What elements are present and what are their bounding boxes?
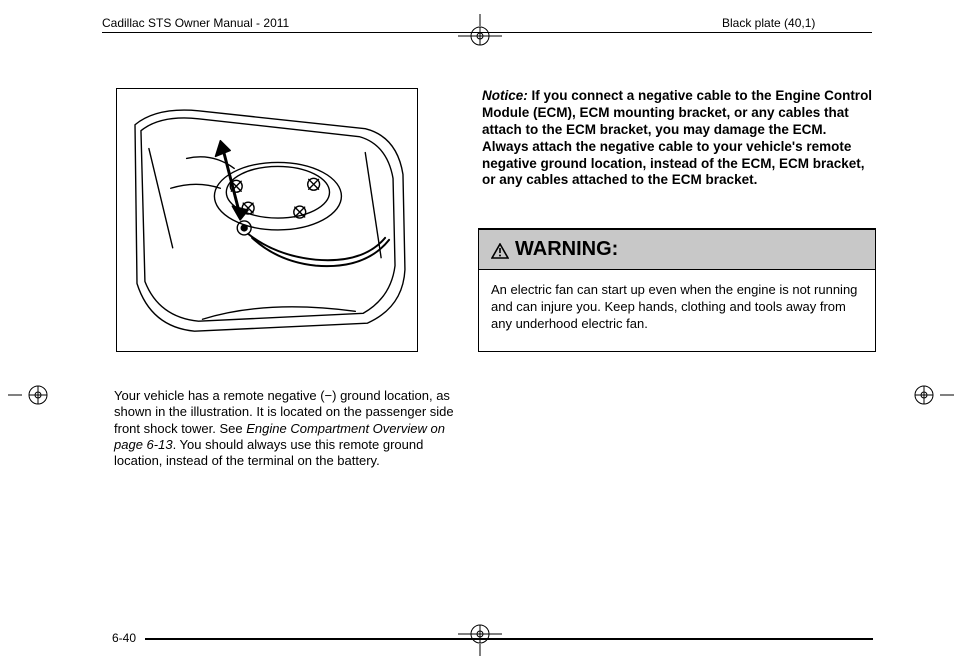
left-column-paragraph: Your vehicle has a remote negative (−) g… xyxy=(114,388,464,469)
registration-mark-left xyxy=(8,376,58,414)
header-right-text: Black plate (40,1) xyxy=(722,16,815,30)
warning-title: WARNING: xyxy=(515,238,618,261)
warning-body-text: An electric fan can start up even when t… xyxy=(479,270,875,351)
ground-location-illustration xyxy=(116,88,418,352)
page-number: 6-40 xyxy=(112,631,136,645)
notice-paragraph: Notice: If you connect a negative cable … xyxy=(482,88,874,189)
warning-box: WARNING: An electric fan can start up ev… xyxy=(478,228,876,352)
notice-body: If you connect a negative cable to the E… xyxy=(482,88,872,187)
registration-mark-top xyxy=(450,14,510,52)
footer-rule xyxy=(145,638,873,640)
notice-label: Notice: xyxy=(482,88,528,103)
warning-triangle-icon xyxy=(491,242,509,258)
registration-mark-bottom xyxy=(450,618,510,656)
registration-mark-right xyxy=(904,376,954,414)
warning-header: WARNING: xyxy=(479,230,875,270)
header-left-text: Cadillac STS Owner Manual - 2011 xyxy=(102,16,289,30)
